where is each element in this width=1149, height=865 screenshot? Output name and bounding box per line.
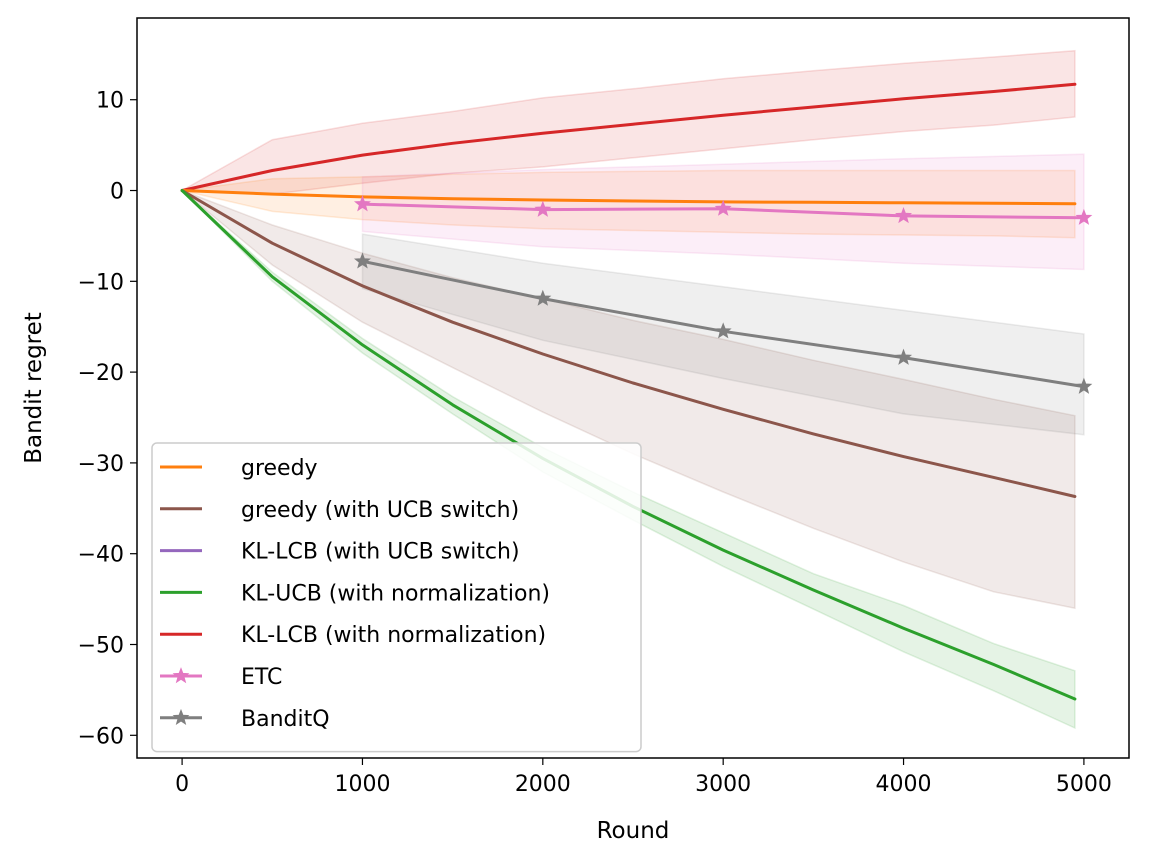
legend-label: ETC	[241, 665, 282, 690]
marker-etc	[895, 206, 913, 224]
marker-etc	[534, 200, 552, 217]
legend-label: BanditQ	[241, 707, 330, 732]
legend-label: greedy (with UCB switch)	[241, 498, 519, 523]
marker-banditq	[1075, 377, 1093, 394]
legend-label: KL-LCB (with normalization)	[241, 623, 546, 648]
line-kl-lcb-with-normalization	[180, 82, 1077, 192]
legend-item-kl-ucb-with-normalization: KL-UCB (with normalization)	[160, 581, 550, 606]
marker-etc	[1075, 208, 1093, 225]
marker-banditq	[353, 252, 371, 269]
x-axis: 0 1000 2000 3000 4000 5000	[175, 758, 1112, 797]
y-tick-label: −50	[78, 634, 124, 659]
x-tick-label: 5000	[1056, 772, 1112, 797]
marker-banditq	[895, 348, 913, 365]
y-axis-label: Bandit regret	[21, 312, 47, 464]
confidence-bands	[179, 49, 1085, 730]
legend-label: greedy	[241, 456, 318, 481]
x-tick-label: 4000	[876, 772, 932, 797]
legend-item-banditq: BanditQ	[160, 707, 330, 732]
x-tick-label: 2000	[515, 772, 571, 797]
y-tick-label: −30	[78, 452, 124, 477]
y-tick-label: −60	[78, 724, 124, 749]
y-tick-label: 0	[110, 180, 124, 205]
plot-frame	[136, 17, 1130, 759]
marker-etc	[353, 195, 371, 212]
y-tick-label: −40	[78, 543, 124, 568]
line-greedy	[180, 189, 1077, 206]
series-markers	[353, 195, 1093, 394]
marker-etc	[714, 199, 732, 216]
x-tick-label: 3000	[695, 772, 751, 797]
legend-item-greedy-with-ucb-switch: greedy (with UCB switch)	[160, 498, 519, 523]
legend-item-etc: ETC	[160, 665, 282, 690]
x-tick-label: 1000	[334, 772, 390, 797]
legend-item-greedy: greedy	[160, 456, 318, 481]
legend-marker	[172, 708, 190, 726]
x-axis-label: Round	[597, 818, 670, 844]
y-axis: −60 −50 −40 −30 −20 −10 0 10	[78, 89, 137, 749]
legend-label: KL-LCB (with UCB switch)	[241, 540, 520, 565]
marker-banditq	[714, 322, 732, 339]
marker-banditq	[534, 289, 552, 306]
legend-marker	[172, 667, 190, 684]
y-tick-label: 10	[96, 89, 124, 114]
y-tick-label: −20	[78, 361, 124, 386]
legend-item-kl-lcb-with-normalization: KL-LCB (with normalization)	[160, 623, 546, 648]
x-tick-label: 0	[175, 772, 189, 797]
legend-item-kl-lcb-with-ucb-switch: KL-LCB (with UCB switch)	[160, 540, 520, 565]
legend-label: KL-UCB (with normalization)	[241, 581, 550, 606]
y-tick-label: −10	[78, 270, 124, 295]
legend: greedy greedy (with UCB switch) KL-LCB (wi…	[151, 442, 642, 753]
line-greedy-with-ucb-switch	[180, 189, 1077, 498]
legend-box	[151, 442, 642, 753]
